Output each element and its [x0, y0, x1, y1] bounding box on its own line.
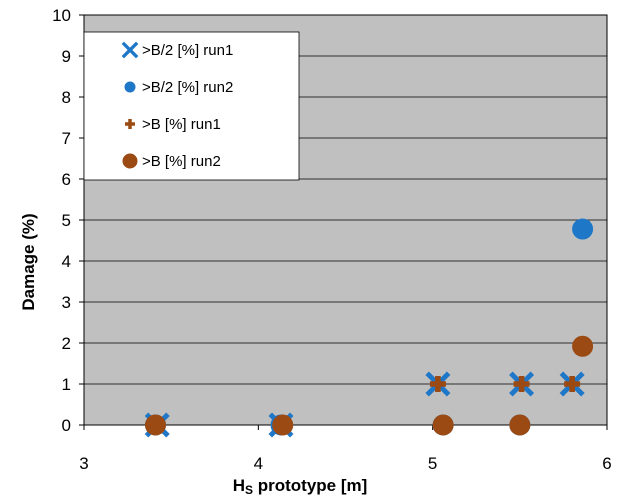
point-s3-4 — [513, 376, 530, 392]
y-tick-label-1: 1 — [62, 375, 71, 394]
y-tick-label-3: 3 — [62, 293, 71, 312]
data-points — [144, 218, 594, 438]
legend-label-2: >B/2 [%] run2 — [142, 79, 233, 96]
x-axis-ticks: 3 4 5 6 — [79, 425, 612, 473]
y-tick-label-7: 7 — [62, 129, 71, 148]
point-s4-3 — [432, 414, 454, 436]
legend-label-3: >B [%] run1 — [142, 116, 221, 133]
x-tick-label-5: 5 — [428, 454, 437, 473]
legend-label-1: >B/2 [%] run1 — [142, 42, 233, 59]
x-axis-title-subscript: S — [245, 483, 253, 497]
legend-box — [83, 31, 300, 181]
point-s4-4 — [509, 414, 531, 436]
y-axis-title: Damage (%) — [19, 213, 38, 310]
legend-marker-2 — [124, 81, 136, 93]
y-tick-label-9: 9 — [62, 47, 71, 66]
x-tick-label-6: 6 — [602, 454, 611, 473]
y-tick-label-4: 4 — [62, 252, 71, 271]
x-tick-label-4: 4 — [254, 454, 263, 473]
legend-marker-3 — [125, 119, 135, 129]
y-tick-label-5: 5 — [62, 211, 71, 230]
point-s2-5 — [572, 218, 594, 240]
y-tick-label-2: 2 — [62, 334, 71, 353]
x-tick-label-3: 3 — [79, 454, 88, 473]
legend-marker-1 — [121, 41, 139, 59]
point-s3-5 — [564, 376, 581, 392]
y-tick-label-10: 10 — [52, 6, 71, 25]
y-tick-label-6: 6 — [62, 170, 71, 189]
legend-marker-4 — [122, 153, 138, 169]
point-s4-2 — [272, 414, 294, 436]
legend-label-4: >B [%] run2 — [142, 153, 221, 170]
y-tick-label-0: 0 — [62, 416, 71, 435]
y-tick-label-8: 8 — [62, 88, 71, 107]
legend: >B/2 [%] run1 >B/2 [%] run2 >B [%] run1 >B … — [83, 31, 300, 181]
x-axis-title: HS prototype [m] — [233, 476, 368, 497]
x-axis-title-main: H — [233, 476, 245, 495]
point-s4-1 — [144, 414, 166, 436]
y-axis-ticks: 0 1 2 3 4 5 6 7 8 9 10 — [52, 6, 84, 435]
point-s4-5 — [572, 335, 594, 357]
point-s3-3 — [429, 376, 446, 392]
x-axis-title-rest: prototype [m] — [253, 476, 367, 495]
